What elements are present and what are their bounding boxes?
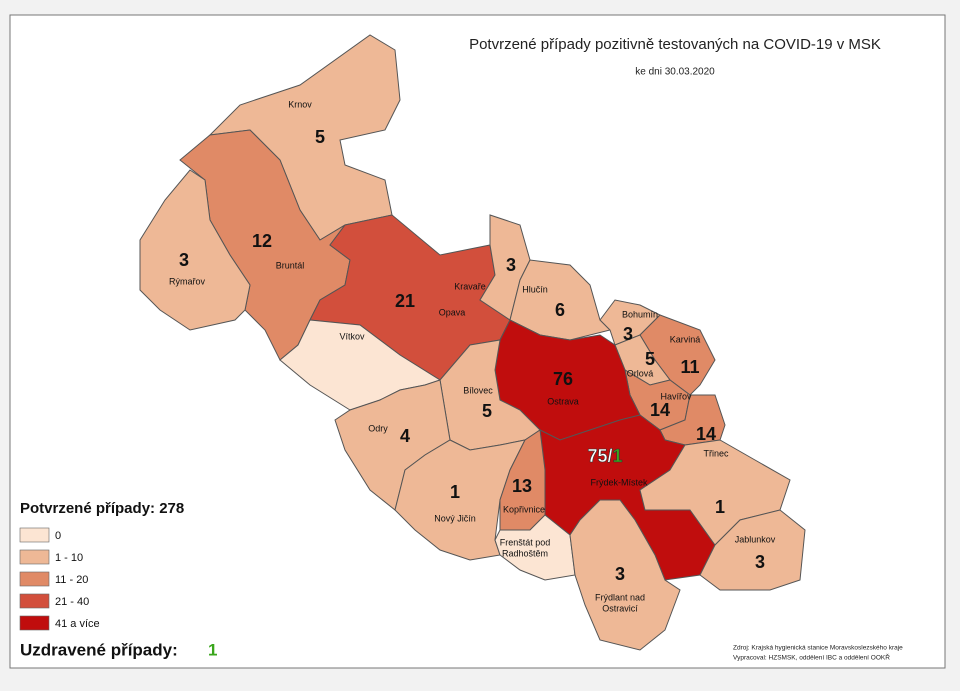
region-count: 5: [645, 349, 655, 369]
region-name: Havířov: [660, 391, 692, 401]
region-count: 5: [482, 401, 492, 421]
region-name: Opava: [439, 307, 466, 317]
region-name: Kopřivnice: [503, 504, 545, 514]
region-name: Frýdlant nad: [595, 592, 645, 602]
region-count: 1: [715, 497, 725, 517]
region-count: 3: [506, 255, 516, 275]
region-count: 13: [512, 476, 532, 496]
region-name: Rýmařov: [169, 276, 206, 286]
region-count: 3: [623, 324, 633, 344]
source: Vypracoval: HZSMSK, oddělení IBC a odděl…: [733, 653, 890, 662]
legend-label: 21 - 40: [55, 596, 89, 608]
region: [569, 499, 681, 651]
region-count: 4: [400, 426, 410, 446]
region-name: Frýdek-Místek: [590, 477, 648, 487]
region-name: Krnov: [288, 99, 312, 109]
region-count: 76: [553, 369, 573, 389]
region-name: Jablunkov: [735, 534, 776, 544]
region-count: 3: [615, 564, 625, 584]
legend: 0 1 - 10 11 - 20 21 - 40 41 a více: [19, 527, 100, 631]
region-count: 14: [696, 424, 716, 444]
legend-label: 11 - 20: [55, 574, 88, 586]
region-name: Ostravicí: [602, 603, 638, 613]
region-count: 5: [315, 127, 325, 147]
region-name: Vítkov: [339, 331, 365, 341]
region-count: 11: [680, 357, 699, 377]
region-count: 21: [395, 291, 415, 311]
region-recovered: 1: [613, 446, 623, 466]
region-name: Bílovec: [463, 385, 493, 395]
region-name: Radhoštěm: [502, 548, 548, 558]
legend-label: 0: [55, 530, 61, 542]
recovered-label: Uzdravené případy:: [20, 640, 178, 659]
title: Potvrzené případy pozitivně testovaných …: [469, 36, 881, 53]
legend-title: Potvrzené případy: 278: [20, 500, 184, 517]
region-labels: Krnov 5 Bruntál 12 Rýmařov 3 Opava 21 Vítkov Krav…: [169, 99, 776, 613]
region-name: Orlová: [627, 368, 654, 378]
region-count: 14: [650, 400, 670, 420]
region-name: Karviná: [670, 334, 701, 344]
region-name: Bruntál: [276, 260, 305, 270]
region-count: 12: [252, 231, 272, 251]
legend-label: 41 a více: [55, 618, 100, 630]
region-name: Odry: [368, 423, 388, 433]
source: Zdroj: Krajská hygienická stanice Moravs…: [733, 645, 903, 652]
region-name: Kravaře: [454, 281, 486, 291]
regions: [139, 34, 806, 651]
region-name: Ostrava: [547, 396, 579, 406]
region-count: 1: [450, 482, 460, 502]
legend-swatch: [19, 549, 50, 565]
legend-swatch: [19, 615, 50, 631]
legend-label: 1 - 10: [55, 552, 83, 564]
region-name: Frenštát pod: [500, 537, 551, 547]
region-value: 75: [587, 446, 607, 466]
region-name: Hlučín: [522, 284, 548, 294]
legend-swatch: [19, 593, 50, 609]
legend-swatch: [19, 571, 50, 587]
region-separator: /: [608, 446, 613, 466]
region-count: 6: [555, 300, 565, 320]
region-name: Nový Jičín: [434, 513, 476, 523]
region-count: 75/1: [587, 446, 622, 466]
region-count: 3: [755, 552, 765, 572]
region: [699, 509, 806, 591]
region-name: Třinec: [703, 448, 729, 458]
region-name: Bohumín: [622, 309, 658, 319]
legend-swatch: [19, 527, 50, 543]
region: [139, 169, 251, 331]
recovered-value: 1: [208, 640, 217, 659]
subtitle: ke dni 30.03.2020: [635, 67, 715, 78]
region-count: 3: [179, 250, 189, 270]
